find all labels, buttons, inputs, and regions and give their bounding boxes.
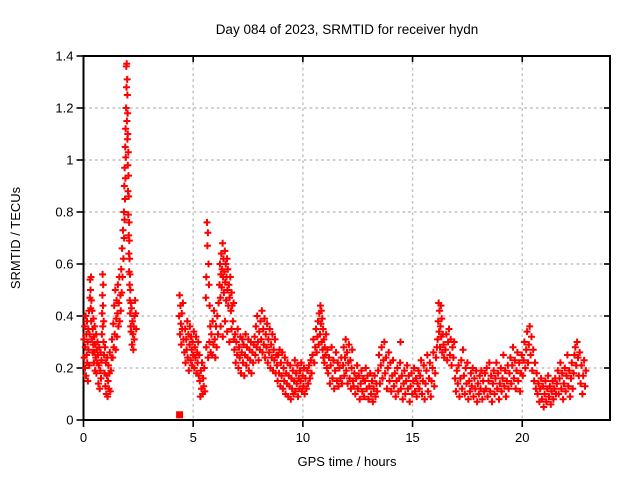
x-tick-labels: 0 5 10 15 20 bbox=[80, 430, 530, 445]
y-tick-label: 0 bbox=[66, 413, 73, 428]
data-points bbox=[80, 60, 590, 419]
y-tick-label: 0.8 bbox=[55, 205, 73, 220]
x-tick-label: 5 bbox=[190, 430, 197, 445]
y-tick-labels: 0 0.2 0.4 0.6 0.8 1 1.2 1.4 bbox=[55, 49, 73, 428]
plot-border bbox=[82, 55, 611, 421]
y-tick-label: 1 bbox=[66, 153, 73, 168]
square-marker bbox=[176, 411, 184, 419]
scatter-plus-markers bbox=[80, 60, 590, 411]
x-axis-label: GPS time / hours bbox=[298, 454, 397, 469]
y-tick-label: 0.4 bbox=[55, 309, 73, 324]
chart-title: Day 084 of 2023, SRMTID for receiver hyd… bbox=[216, 22, 479, 37]
x-tick-label: 15 bbox=[405, 430, 419, 445]
y-tick-label: 0.2 bbox=[55, 361, 73, 376]
y-tick-label: 0.6 bbox=[55, 257, 73, 272]
x-tick-label: 10 bbox=[296, 430, 310, 445]
y-axis-label: SRMTID / TECUs bbox=[8, 186, 23, 289]
y-tick-label: 1.4 bbox=[55, 49, 73, 64]
grid-lines bbox=[83, 56, 610, 420]
axis-ticks bbox=[76, 55, 610, 427]
x-tick-label: 20 bbox=[515, 430, 529, 445]
x-tick-label: 0 bbox=[80, 430, 87, 445]
y-tick-label: 1.2 bbox=[55, 101, 73, 116]
